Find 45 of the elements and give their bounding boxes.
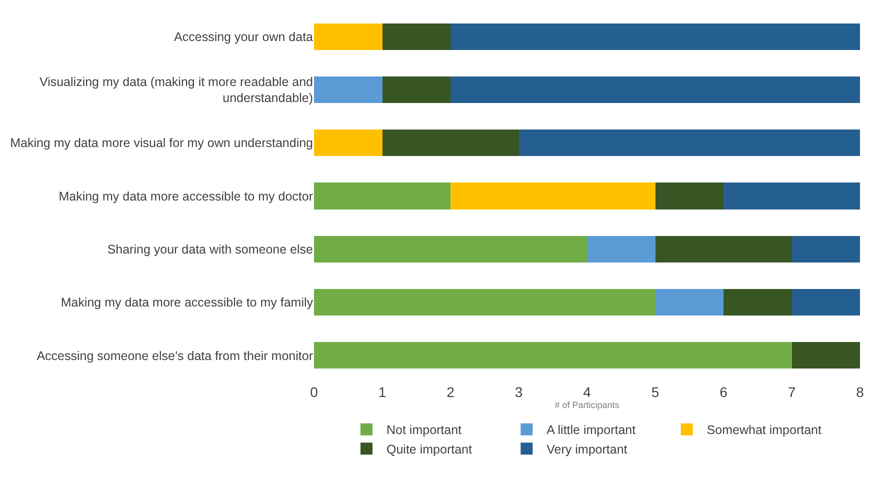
x-tick-label: 1 bbox=[378, 384, 386, 400]
x-tick-label: 0 bbox=[310, 384, 318, 400]
bar bbox=[724, 289, 792, 316]
x-axis-title: # of Participants bbox=[554, 400, 620, 410]
bar bbox=[792, 289, 860, 316]
y-tick-label: Accessing your own data bbox=[174, 30, 314, 44]
y-tick-label: Sharing your data with someone else bbox=[107, 242, 314, 257]
x-tick-label: 4 bbox=[583, 384, 592, 400]
bar bbox=[792, 236, 860, 262]
bar bbox=[314, 236, 587, 262]
bar bbox=[314, 182, 450, 210]
bar bbox=[587, 236, 656, 262]
bar bbox=[450, 182, 656, 210]
bar bbox=[314, 289, 656, 316]
bar bbox=[314, 130, 382, 156]
legend-label: A little important bbox=[546, 423, 636, 438]
x-tick-label: 2 bbox=[446, 384, 455, 400]
bar bbox=[655, 289, 724, 316]
y-tick-label: Making my data more accessible to my family bbox=[60, 296, 314, 310]
bar bbox=[382, 130, 519, 156]
bar bbox=[314, 342, 792, 369]
bar bbox=[450, 23, 860, 50]
bar bbox=[655, 182, 724, 210]
bar bbox=[724, 182, 860, 210]
legend-label: Not important bbox=[386, 423, 462, 438]
bar bbox=[314, 23, 382, 50]
legend-label: Somewhat important bbox=[706, 423, 822, 438]
bar bbox=[792, 342, 860, 369]
bar bbox=[314, 76, 382, 103]
bar bbox=[518, 130, 860, 156]
bar bbox=[450, 76, 860, 103]
x-tick-label: 3 bbox=[514, 384, 523, 400]
bar bbox=[382, 23, 450, 50]
bar bbox=[382, 76, 450, 103]
y-tick-label: Making my data more visual for my own understanding bbox=[10, 136, 314, 150]
y-tick-label: Making my data more accessible to my doctor bbox=[58, 189, 313, 204]
y-tick-label: Accessing someone else’s data from their monitor bbox=[36, 348, 313, 363]
x-tick-label: 6 bbox=[720, 384, 728, 400]
bar bbox=[655, 236, 792, 262]
x-tick-label: 5 bbox=[651, 384, 660, 400]
legend-label: Quite important bbox=[386, 442, 472, 456]
y-tick-label: Visualizing my data (making it more readable and understandable) bbox=[39, 74, 314, 106]
x-tick-label: 8 bbox=[856, 384, 864, 400]
x-tick-label: 7 bbox=[788, 384, 796, 400]
legend-label: Very important bbox=[546, 442, 628, 456]
